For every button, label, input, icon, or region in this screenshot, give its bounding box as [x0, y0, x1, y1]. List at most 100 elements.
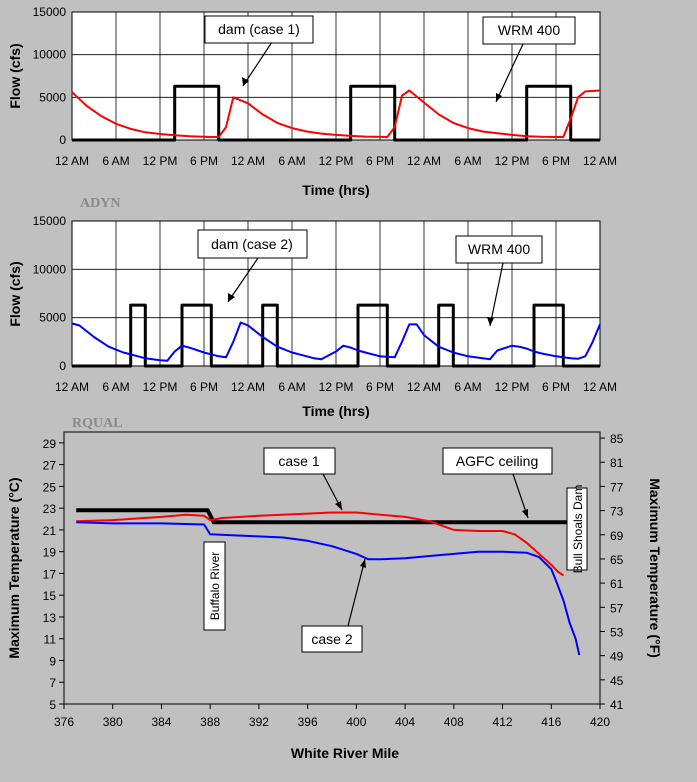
c3-y-tick-label: 21 — [43, 524, 57, 538]
chart-bottom-y-label: Maximum Temperature (°C) — [6, 477, 22, 658]
c3-y-tick-label: 25 — [43, 480, 57, 494]
callout-case2-arrowhead — [360, 559, 366, 568]
callout-mid-wrm-box — [455, 235, 543, 264]
callout-case1: case 1 — [278, 453, 319, 469]
callout-mid-wrm-pointer — [489, 262, 504, 327]
c3-y-tick-label: 27 — [43, 459, 57, 473]
c2-y-tick-label: 15000 — [33, 214, 67, 228]
c1-x-tick-label: 12 PM — [319, 154, 354, 168]
c3-y2-tick-label: 69 — [610, 529, 624, 543]
bull-shoals-box — [566, 487, 588, 571]
c3-y2-tick-label: 57 — [610, 601, 624, 615]
c2-series-dam — [72, 303, 600, 368]
callout-mid-dam-arrowhead — [228, 293, 235, 302]
callout-agfc: AGFC ceiling — [456, 453, 538, 469]
c2-x-tick-label: 12 PM — [143, 380, 178, 394]
c2-x-tick-label: 12 AM — [231, 380, 265, 394]
c2-x-tick-label: 12 AM — [55, 380, 89, 394]
c3-x-tick-label: 400 — [346, 715, 366, 729]
c3-y-tick-label: 13 — [43, 611, 57, 625]
c2-x-tick-label: 12 PM — [495, 380, 530, 394]
c2-y-tick-label: 10000 — [33, 262, 67, 276]
c2-x-tick-label: 6 PM — [190, 380, 218, 394]
c2-x-tick-label: 12 AM — [583, 380, 617, 394]
c1-x-tick-label: 6 AM — [278, 154, 305, 168]
c3-x-tick-label: 420 — [590, 715, 610, 729]
c3-y-tick-label: 29 — [43, 437, 57, 451]
c3-y-tick-label: 7 — [49, 676, 56, 690]
c3-y-tick-label: 15 — [43, 589, 57, 603]
chart-bottom-plot-area — [63, 431, 601, 705]
c1-y-tick-label: 10000 — [33, 48, 67, 62]
callout-case1-arrowhead — [335, 501, 342, 510]
chart-bottom-x-label: White River Mile — [291, 745, 399, 761]
callout-agfc-box — [442, 447, 553, 475]
c2-y-tick-label: 0 — [59, 359, 66, 373]
callout-top-wrm-arrowhead — [496, 93, 502, 102]
callout-top-dam-arrowhead — [242, 77, 249, 86]
c3-series-case2 — [76, 521, 581, 656]
c3-y2-tick-label: 85 — [610, 432, 624, 446]
section-label-adyn: ADYN — [80, 196, 120, 211]
c3-y-tick-label: 5 — [49, 698, 56, 712]
c3-y-tick-label: 23 — [43, 502, 57, 516]
c3-x-tick-label: 380 — [103, 715, 123, 729]
callout-case2-pointer — [347, 558, 366, 627]
c3-x-tick-label: 396 — [298, 715, 318, 729]
callout-top-dam: dam (case 1) — [218, 21, 300, 37]
c3-x-tick-label: 416 — [541, 715, 561, 729]
c3-x-tick-label: 408 — [444, 715, 464, 729]
c1-x-tick-label: 6 PM — [542, 154, 570, 168]
c3-x-tick-label: 392 — [249, 715, 269, 729]
c1-y-tick-label: 15000 — [33, 5, 67, 19]
c2-x-tick-label: 12 AM — [407, 380, 441, 394]
c2-x-tick-label: 6 PM — [542, 380, 570, 394]
c2-x-tick-label: 6 AM — [278, 380, 305, 394]
callout-mid-dam-box — [197, 229, 308, 259]
c1-y-tick-label: 0 — [59, 133, 66, 147]
callout-case1-box — [263, 447, 336, 475]
c2-x-tick-label: 6 AM — [454, 380, 481, 394]
callout-mid-dam: dam (case 2) — [211, 236, 293, 252]
chart-bottom-y2-label: Maximum Temperature (°F) — [647, 478, 663, 658]
callout-case2-box — [301, 625, 363, 653]
c3-y2-tick-label: 45 — [610, 674, 624, 688]
section-label-rqual: RQUAL — [72, 416, 123, 431]
buffalo-river-box — [203, 541, 226, 631]
callout-top-dam-box — [204, 15, 314, 44]
bull-shoals-label: Bull Shoals Dam — [571, 485, 585, 574]
c3-x-tick-label: 404 — [395, 715, 415, 729]
c1-x-tick-label: 12 AM — [55, 154, 89, 168]
chart-top-x-label: Time (hrs) — [302, 182, 369, 198]
c2-y-tick-label: 5000 — [39, 311, 66, 325]
c3-y2-tick-label: 61 — [610, 577, 624, 591]
c3-y2-tick-label: 49 — [610, 650, 624, 664]
c1-y-tick-label: 5000 — [39, 90, 66, 104]
c3-y-tick-label: 17 — [43, 567, 57, 581]
c1-x-tick-label: 6 AM — [102, 154, 129, 168]
c1-x-tick-label: 6 PM — [190, 154, 218, 168]
c3-y2-tick-label: 81 — [610, 456, 624, 470]
callout-case2: case 2 — [311, 631, 352, 647]
c3-series-agfc-ceiling — [76, 508, 579, 525]
c2-x-tick-label: 6 AM — [102, 380, 129, 394]
buffalo-river-label: Buffalo River — [208, 552, 222, 620]
chart-top: 0 5000 10000 15000 12 AM 6 AM 12 PM 6 PM 12 AM 6… — [7, 5, 617, 198]
c3-y-tick-label: 19 — [43, 546, 57, 560]
c3-y-tick-label: 9 — [49, 654, 56, 668]
c1-series-wrm400 — [71, 89, 601, 138]
c1-series-dam — [72, 84, 600, 142]
c3-x-tick-label: 376 — [54, 715, 74, 729]
c3-y2-tick-label: 53 — [610, 625, 624, 639]
callout-agfc-arrowhead — [522, 509, 528, 518]
callout-top-dam-pointer — [242, 41, 273, 87]
c3-y-tick-label: 11 — [44, 633, 57, 647]
callout-top-wrm: WRM 400 — [498, 22, 560, 38]
callout-top-wrm-pointer — [495, 43, 524, 103]
c1-x-tick-label: 12 PM — [495, 154, 530, 168]
callout-mid-wrm-arrowhead — [487, 317, 494, 326]
callout-mid-dam-pointer — [227, 257, 259, 303]
chart-middle-x-label: Time (hrs) — [302, 403, 369, 419]
c1-x-tick-label: 12 AM — [231, 154, 265, 168]
